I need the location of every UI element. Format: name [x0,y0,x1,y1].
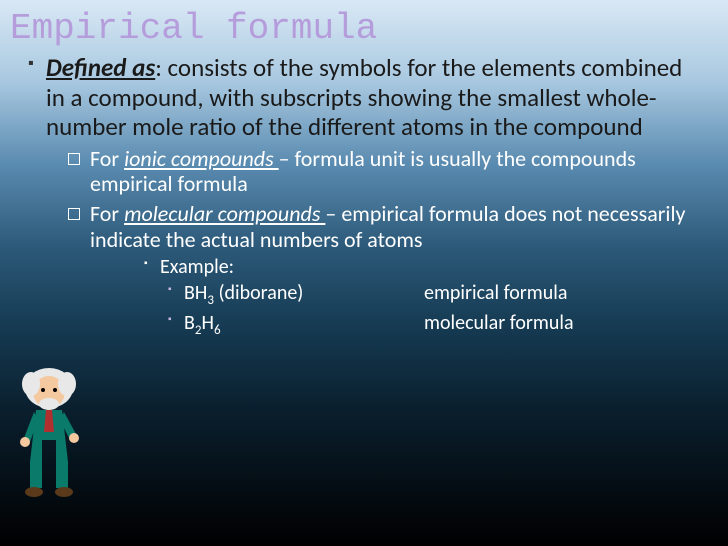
ex2-formula: B2H6 [184,311,424,339]
slide-body: Defined as: consists of the symbols for … [0,53,728,339]
defined-as-label: Defined as [46,52,155,83]
molecular-prefix: For [90,200,124,227]
molecular-term: molecular compounds [124,200,325,227]
ionic-prefix: For [90,145,124,172]
example-row-2: B2H6 molecular formula [168,311,700,339]
definition-item: Defined as: consists of the symbols for … [28,53,700,339]
example-row-1: BH3 (diborane) empirical formula [168,281,700,309]
molecular-item: For molecular compounds – empirical form… [68,201,700,338]
ionic-term: ionic compounds [124,145,279,172]
einstein-cartoon-icon [6,362,92,500]
ex2-type: molecular formula [424,311,700,339]
slide-title: Empirical formula [0,0,728,53]
ionic-item: For ionic compounds – formula unit is us… [68,146,700,198]
ex1-type: empirical formula [424,281,700,309]
ex1-formula: BH3 (diborane) [184,281,424,309]
example-label: Example: [144,255,700,279]
